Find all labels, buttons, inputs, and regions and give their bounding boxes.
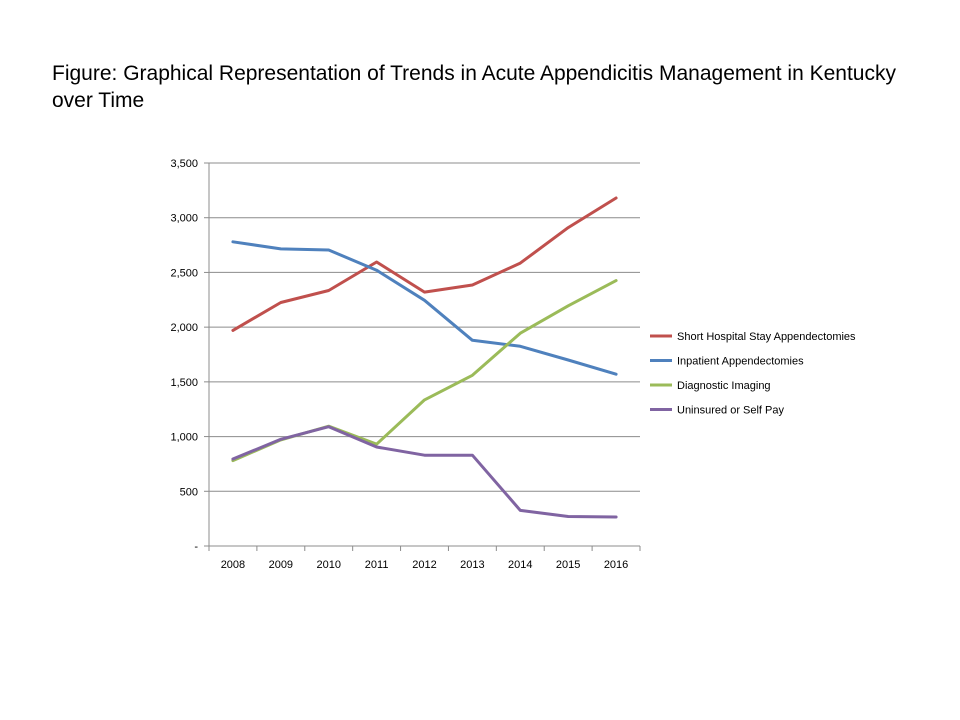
series-line-short-hospital-stay-appendectomies: [231, 196, 618, 332]
legend-label: Diagnostic Imaging: [677, 380, 771, 392]
x-tick-label: 2009: [269, 559, 293, 571]
y-tick-label: 2,500: [170, 267, 198, 279]
y-tick-label: 500: [180, 486, 198, 498]
y-tick-label: -: [194, 541, 198, 553]
axes: - 500 1,000 1,500 2,000 2,500 3,000 3,500 2008 20…: [170, 158, 641, 571]
legend: Short Hospital Stay Appendectomies Inpati…: [650, 331, 856, 417]
legend-label: Short Hospital Stay Appendectomies: [677, 331, 856, 343]
series-lines: [231, 196, 618, 519]
y-tick-label: 1,000: [170, 432, 198, 444]
x-tick-label: 2014: [508, 559, 532, 571]
series-line-uninsured-or-self-pay: [231, 425, 618, 519]
x-tick-label: 2010: [316, 559, 340, 571]
x-tick-label: 2013: [460, 559, 484, 571]
y-tick-label: 2,000: [170, 322, 198, 334]
gridlines: [209, 162, 640, 492]
x-tick-label: 2016: [604, 559, 628, 571]
y-tick-label: 3,500: [170, 158, 198, 170]
series-line-inpatient-appendectomies: [231, 240, 618, 376]
x-tick-label: 2012: [412, 559, 436, 571]
series-line-diagnostic-imaging: [231, 279, 618, 463]
y-tick-label: 3,000: [170, 213, 198, 225]
y-tick-label: 1,500: [170, 377, 198, 389]
x-tick-label: 2015: [556, 559, 580, 571]
x-tick-label: 2008: [221, 559, 245, 571]
x-tick-label: 2011: [365, 559, 389, 571]
legend-label: Uninsured or Self Pay: [677, 405, 784, 417]
figure-title: Figure: Graphical Representation of Tren…: [52, 62, 896, 112]
legend-label: Inpatient Appendectomies: [677, 356, 804, 368]
